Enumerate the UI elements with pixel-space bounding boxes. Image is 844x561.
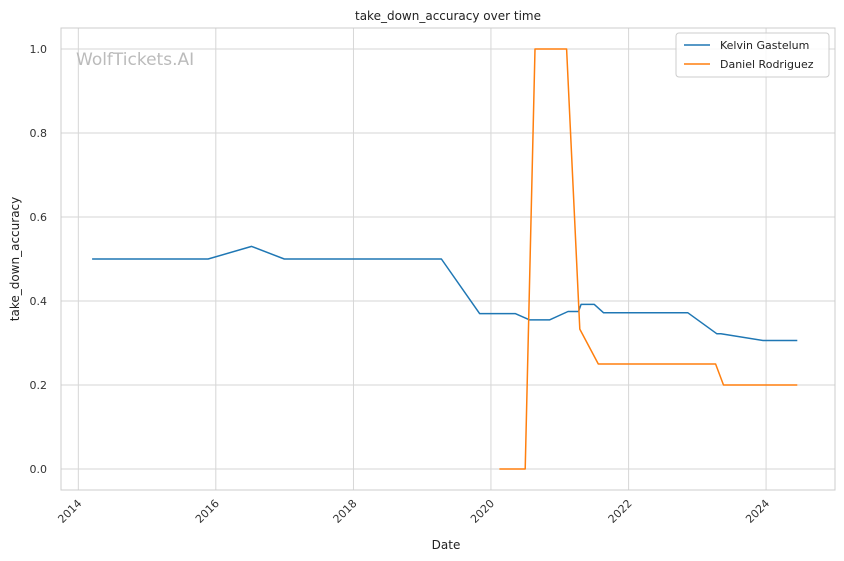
legend-box	[675, 32, 830, 78]
y-tick-label: 0.8	[30, 127, 48, 140]
y-tick-label: 1.0	[30, 43, 48, 56]
chart-title: take_down_accuracy over time	[355, 9, 541, 23]
legend-label-kelvin-gastelum: Kelvin Gastelum	[720, 39, 809, 52]
x-axis-title: Date	[432, 538, 461, 552]
y-axis-title: take_down_accuracy	[8, 197, 22, 321]
series-line-daniel-rodriguez	[499, 48, 798, 470]
series-line-kelvin-gastelum	[92, 245, 798, 342]
plot-frame	[60, 27, 836, 491]
legend: Kelvin Gastelum Daniel Rodriguez	[675, 32, 830, 78]
y-tick-label: 0.0	[30, 463, 48, 476]
y-tick-label: 0.6	[30, 211, 48, 224]
y-tick-labels: 0.0 0.2 0.4 0.6 0.8 1.0	[30, 43, 48, 476]
watermark: WolfTickets.AI	[76, 50, 194, 70]
y-tick-label: 0.4	[30, 295, 48, 308]
y-tick-label: 0.2	[30, 379, 48, 392]
grid-lines	[61, 28, 835, 490]
legend-label-daniel-rodriguez: Daniel Rodriguez	[720, 58, 814, 71]
series-layer	[92, 48, 798, 470]
